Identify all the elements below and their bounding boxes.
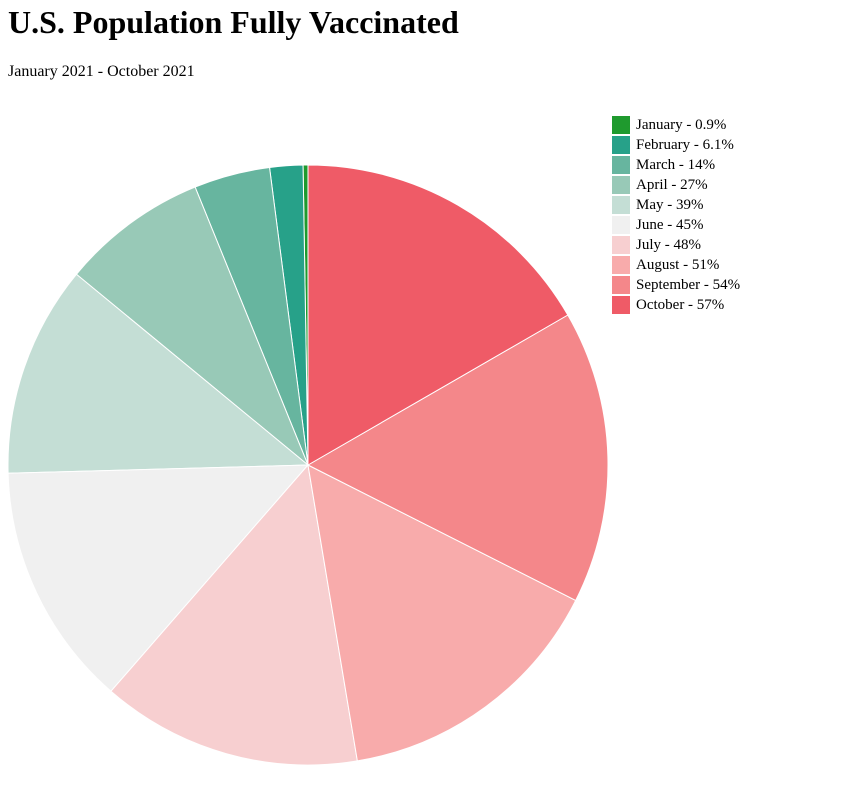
legend-label: April - 27% — [636, 177, 708, 193]
legend-swatch — [612, 116, 630, 134]
legend-swatch — [612, 156, 630, 174]
chart-subtitle: January 2021 - October 2021 — [8, 63, 195, 80]
legend-swatch — [612, 216, 630, 234]
legend-swatch — [612, 236, 630, 254]
legend-item-february: February - 6.1% — [612, 135, 740, 155]
legend: January - 0.9% February - 6.1% March - 14%… — [612, 115, 740, 315]
legend-label: September - 54% — [636, 277, 741, 293]
pie-slice-september — [306, 314, 609, 602]
legend-item-march: March - 14% — [612, 155, 740, 175]
legend-swatch — [612, 276, 630, 294]
legend-swatch — [612, 136, 630, 154]
legend-label: August - 51% — [636, 257, 720, 273]
legend-item-october: October - 57% — [612, 295, 740, 315]
legend-label: March - 14% — [636, 157, 716, 173]
legend-swatch — [612, 296, 630, 314]
legend-item-june: June - 45% — [612, 215, 740, 235]
legend-item-august: August - 51% — [612, 255, 740, 275]
pie-slice-july — [110, 463, 358, 766]
pie-slice-august — [307, 464, 577, 762]
legend-item-july: July - 48% — [612, 235, 740, 255]
legend-item-september: September - 54% — [612, 275, 740, 295]
legend-label: February - 6.1% — [636, 137, 734, 153]
legend-label: May - 39% — [636, 197, 704, 213]
legend-item-may: May - 39% — [612, 195, 740, 215]
pie-slice-june — [7, 464, 310, 692]
pie-slice-april — [75, 186, 309, 466]
legend-label: June - 45% — [636, 217, 704, 233]
chart-title: U.S. Population Fully Vaccinated — [8, 4, 459, 40]
legend-label: January - 0.9% — [636, 117, 727, 133]
pie-slice-may — [7, 273, 310, 474]
legend-item-april: April - 27% — [612, 175, 740, 195]
legend-swatch — [612, 196, 630, 214]
legend-swatch — [612, 176, 630, 194]
legend-swatch — [612, 256, 630, 274]
legend-item-january: January - 0.9% — [612, 115, 740, 135]
legend-label: October - 57% — [636, 297, 725, 313]
legend-label: July - 48% — [636, 237, 701, 253]
pie-slice-october — [307, 164, 569, 466]
